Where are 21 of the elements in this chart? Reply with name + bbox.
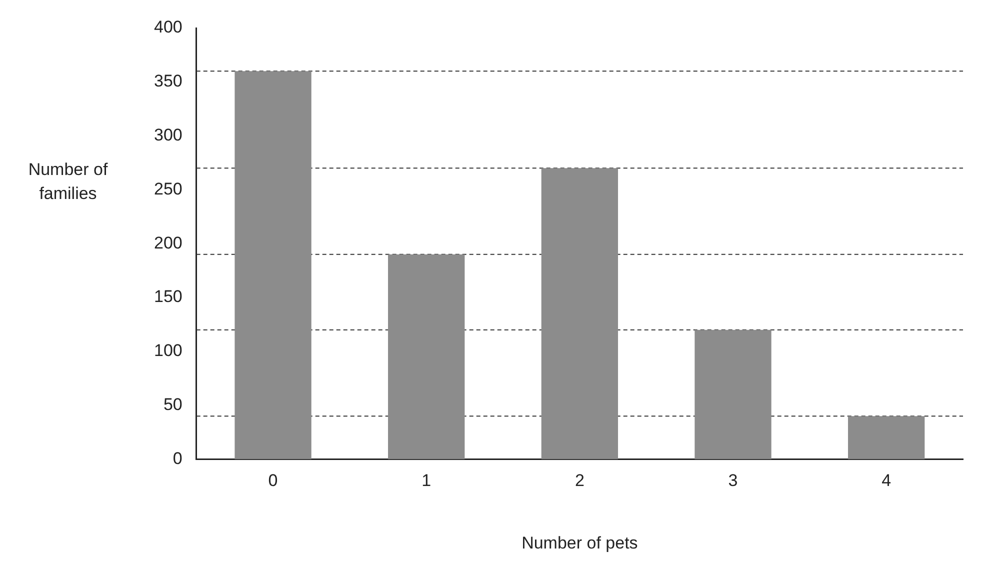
x-tick-label: 2 xyxy=(574,471,584,490)
y-tick-label: 150 xyxy=(154,287,182,306)
y-tick-label: 200 xyxy=(154,233,182,252)
bar xyxy=(234,71,312,460)
x-tick-label: 4 xyxy=(882,471,892,490)
y-axis-title: Number of families xyxy=(27,159,109,205)
x-axis-title: Number of pets xyxy=(522,533,638,552)
x-tick-label: 1 xyxy=(422,471,432,490)
y-tick-label: 250 xyxy=(154,179,182,198)
bar xyxy=(848,416,925,460)
y-tick-label: 350 xyxy=(154,72,182,91)
y-tick-label: 300 xyxy=(154,125,182,144)
x-tick-label: 0 xyxy=(268,471,278,490)
y-tick-label: 50 xyxy=(163,394,182,414)
y-tick-label: 100 xyxy=(154,341,182,360)
y-tick-label: 400 xyxy=(154,18,182,37)
y-tick-label: 0 xyxy=(172,448,182,468)
bar xyxy=(541,168,618,460)
bar xyxy=(388,254,465,460)
x-tick-label: 3 xyxy=(728,471,738,490)
bar xyxy=(694,330,772,460)
